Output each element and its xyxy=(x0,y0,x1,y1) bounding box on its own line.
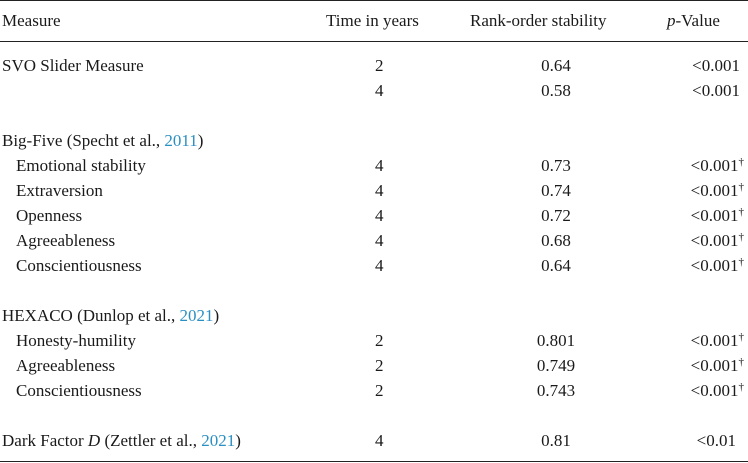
time-cell: 4 xyxy=(375,181,384,200)
table-row: Openness 4 0.72 <0.001† xyxy=(0,205,748,227)
p-cell: <0.001† xyxy=(691,330,744,352)
dagger-mark: † xyxy=(738,256,745,268)
p-cell: <0.001† xyxy=(691,205,744,227)
time-cell: 2 xyxy=(375,56,384,75)
p-cell: <0.001 xyxy=(692,56,740,75)
citation-link[interactable]: 2021 xyxy=(179,306,214,325)
dagger-mark: † xyxy=(738,156,745,168)
group-label-close: ) xyxy=(213,306,220,325)
rank-cell: 0.72 xyxy=(541,206,571,225)
dagger-mark: † xyxy=(738,231,745,243)
measure-cell: Openness xyxy=(16,206,83,225)
time-cell: 2 xyxy=(375,331,384,350)
rank-cell: 0.74 xyxy=(541,181,571,200)
group-heading-hexaco: HEXACO (Dunlop et al., 2021) xyxy=(0,305,748,327)
citation-link[interactable]: 2021 xyxy=(201,431,236,450)
table-row: Agreeableness 2 0.749 <0.001† xyxy=(0,355,748,377)
p-cell: <0.001† xyxy=(691,380,744,402)
p-value: <0.001 xyxy=(690,231,739,250)
header-time: Time in years xyxy=(326,11,419,30)
dark-mid: (Zettler et al., xyxy=(100,431,202,450)
group-label: HEXACO (Dunlop et al., 2021) xyxy=(2,305,219,327)
p-cell: <0.001† xyxy=(691,230,744,252)
header-rule xyxy=(0,41,748,42)
group-heading-big-five: Big-Five (Specht et al., 2011) xyxy=(0,130,748,152)
group-label-close: ) xyxy=(197,131,204,150)
p-cell: <0.01 xyxy=(696,431,736,450)
measure-cell: Conscientiousness xyxy=(16,256,142,275)
dark-variable: D xyxy=(87,431,101,450)
p-value: <0.001 xyxy=(690,181,739,200)
rank-cell: 0.64 xyxy=(541,256,571,275)
rank-cell: 0.743 xyxy=(536,381,576,400)
table-row: Dark Factor D (Zettler et al., 2021) 4 0… xyxy=(0,430,748,452)
group-label: Big-Five (Specht et al., 2011) xyxy=(2,130,203,152)
p-cell: <0.001 xyxy=(692,81,740,100)
table-row: Honesty-humility 2 0.801 <0.001† xyxy=(0,330,748,352)
dagger-mark: † xyxy=(738,181,745,193)
rank-cell: 0.81 xyxy=(541,431,571,450)
time-cell: 4 xyxy=(375,156,384,175)
dagger-mark: † xyxy=(738,356,745,368)
measure-cell: Agreeableness xyxy=(16,231,116,250)
table-row: Emotional stability 4 0.73 <0.001† xyxy=(0,155,748,177)
dark-prefix: Dark Factor xyxy=(2,431,88,450)
time-cell: 4 xyxy=(375,256,384,275)
measure-cell: Dark Factor D (Zettler et al., 2021) xyxy=(2,430,241,452)
p-value: <0.001 xyxy=(690,356,739,375)
measure-cell: Extraversion xyxy=(16,181,103,200)
dark-close: ) xyxy=(235,431,241,450)
time-cell: 2 xyxy=(375,356,384,375)
p-value: <0.001 xyxy=(690,381,739,400)
header-p-italic: p xyxy=(667,11,676,30)
rank-cell: 0.801 xyxy=(536,331,576,350)
time-cell: 2 xyxy=(375,381,384,400)
dagger-mark: † xyxy=(738,381,745,393)
measure-cell: Emotional stability xyxy=(16,156,146,175)
header-rank: Rank-order stability xyxy=(470,11,607,30)
measure-cell: SVO Slider Measure xyxy=(2,56,144,75)
time-cell: 4 xyxy=(375,81,384,100)
rank-cell: 0.749 xyxy=(536,356,576,375)
time-cell: 4 xyxy=(375,206,384,225)
rank-cell: 0.73 xyxy=(541,156,571,175)
rank-cell: 0.64 xyxy=(541,56,571,75)
table-row: SVO Slider Measure 2 0.64 <0.001 xyxy=(0,55,748,77)
header-p-value: p-Value xyxy=(667,10,720,32)
time-cell: 4 xyxy=(375,231,384,250)
measure-cell: Conscientiousness xyxy=(16,381,142,400)
rank-cell: 0.58 xyxy=(541,81,571,100)
rank-cell: 0.68 xyxy=(541,231,571,250)
p-cell: <0.001† xyxy=(691,155,744,177)
header-p-suffix: -Value xyxy=(675,11,720,30)
table-row: 4 0.58 <0.001 xyxy=(0,80,748,102)
citation-link[interactable]: 2011 xyxy=(164,131,198,150)
time-cell: 4 xyxy=(375,431,384,450)
table-row: Conscientiousness 2 0.743 <0.001† xyxy=(0,380,748,402)
group-label-text: HEXACO (Dunlop et al., xyxy=(2,306,180,325)
p-cell: <0.001† xyxy=(691,180,744,202)
p-value: <0.001 xyxy=(690,156,739,175)
measure-cell: Agreeableness xyxy=(16,356,116,375)
p-cell: <0.001† xyxy=(691,355,744,377)
table-row: Extraversion 4 0.74 <0.001† xyxy=(0,180,748,202)
top-rule xyxy=(0,0,748,1)
measure-cell: Honesty-humility xyxy=(16,331,136,350)
table-row: Conscientiousness 4 0.64 <0.001† xyxy=(0,255,748,277)
p-value: <0.001 xyxy=(690,206,739,225)
bottom-rule xyxy=(0,461,748,462)
table-row: Agreeableness 4 0.68 <0.001† xyxy=(0,230,748,252)
dagger-mark: † xyxy=(738,331,745,343)
p-cell: <0.001† xyxy=(691,255,744,277)
p-value: <0.001 xyxy=(690,256,739,275)
group-label-text: Big-Five (Specht et al., xyxy=(2,131,165,150)
p-value: <0.001 xyxy=(690,331,739,350)
dagger-mark: † xyxy=(738,206,745,218)
header-measure: Measure xyxy=(2,11,61,30)
